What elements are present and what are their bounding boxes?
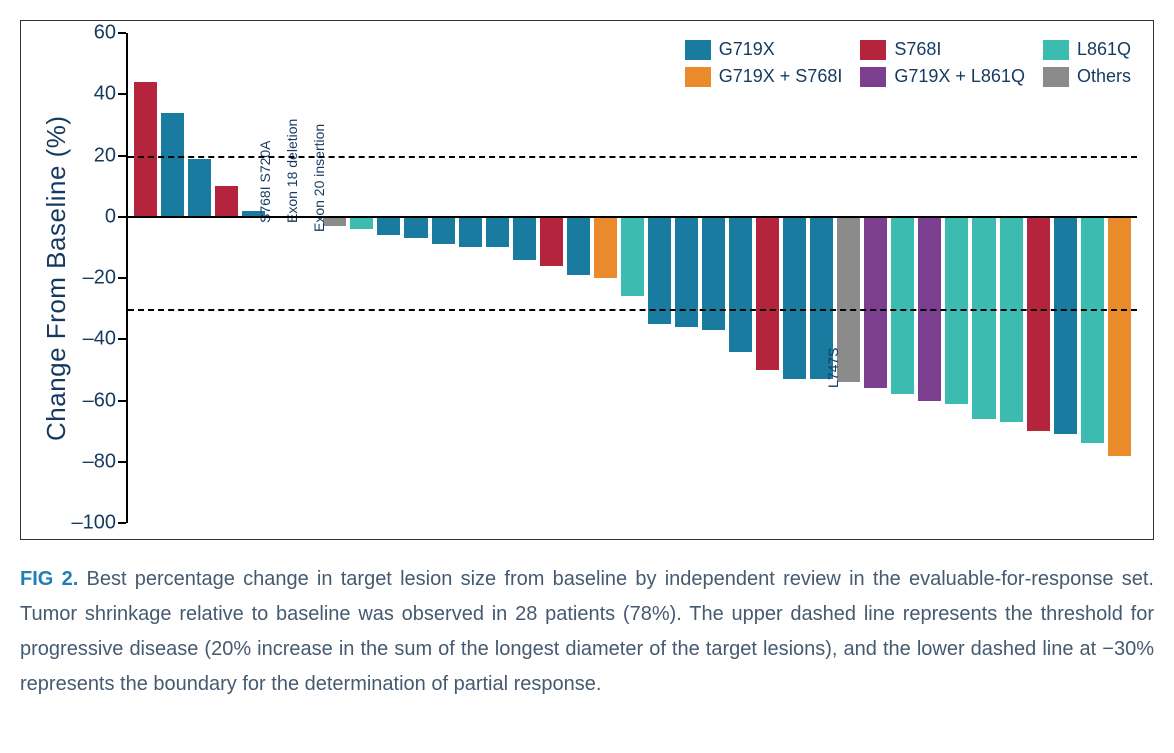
bar-slot bbox=[729, 33, 752, 523]
waterfall-bar bbox=[459, 217, 482, 248]
y-tick-mark bbox=[118, 277, 126, 279]
bar-slot bbox=[1081, 33, 1104, 523]
bar-annotation: S768I S720A bbox=[257, 140, 273, 223]
bar-slot bbox=[594, 33, 617, 523]
waterfall-bar bbox=[702, 217, 725, 330]
y-tick-label: –20 bbox=[66, 267, 116, 290]
bar-slot bbox=[432, 33, 455, 523]
zero-line bbox=[128, 216, 1137, 218]
y-tick-mark bbox=[118, 400, 126, 402]
bar-slot bbox=[404, 33, 427, 523]
bar-slot bbox=[567, 33, 590, 523]
waterfall-bar bbox=[1108, 217, 1131, 456]
waterfall-bar bbox=[1054, 217, 1077, 434]
bar-slot bbox=[134, 33, 157, 523]
bar-slot: L747S bbox=[837, 33, 860, 523]
waterfall-bar bbox=[972, 217, 995, 419]
bar-slot bbox=[1054, 33, 1077, 523]
bar-slot bbox=[675, 33, 698, 523]
y-axis-ticks: 6040200–20–40–60–80–100 bbox=[72, 33, 126, 523]
bar-slot bbox=[621, 33, 644, 523]
bar-slot bbox=[161, 33, 184, 523]
bar-slot bbox=[540, 33, 563, 523]
waterfall-bar bbox=[486, 217, 509, 248]
figure-container: Change From Baseline (%) 6040200–20–40–6… bbox=[20, 20, 1154, 702]
bar-slot bbox=[945, 33, 968, 523]
waterfall-bar bbox=[188, 159, 211, 217]
bar-slot bbox=[486, 33, 509, 523]
bar-slot bbox=[242, 33, 265, 523]
waterfall-bar bbox=[134, 82, 157, 217]
waterfall-bar bbox=[864, 217, 887, 389]
y-tick-mark bbox=[118, 338, 126, 340]
plot-area: G719XS768IL861QG719X + S768IG719X + L861… bbox=[126, 33, 1137, 523]
bar-slot bbox=[1000, 33, 1023, 523]
y-tick-label: –40 bbox=[66, 328, 116, 351]
y-tick-mark bbox=[118, 155, 126, 157]
bars-container: S768I S720AExon 18 deletionExon 20 inser… bbox=[134, 33, 1131, 523]
y-tick-label: 40 bbox=[66, 83, 116, 106]
bar-slot bbox=[1027, 33, 1050, 523]
bar-slot: S768I S720A bbox=[269, 33, 292, 523]
waterfall-bar bbox=[783, 217, 806, 379]
bar-slot: Exon 18 deletion bbox=[296, 33, 319, 523]
waterfall-bar bbox=[756, 217, 779, 370]
bar-annotation: Exon 18 deletion bbox=[284, 118, 300, 222]
bar-slot bbox=[648, 33, 671, 523]
y-tick-mark bbox=[118, 93, 126, 95]
y-tick-mark bbox=[118, 216, 126, 218]
bar-slot bbox=[188, 33, 211, 523]
y-tick-label: –100 bbox=[66, 512, 116, 535]
y-tick-mark bbox=[118, 461, 126, 463]
waterfall-bar bbox=[377, 217, 400, 235]
y-tick-mark bbox=[118, 32, 126, 34]
figure-label: FIG 2. bbox=[20, 568, 78, 590]
bar-slot bbox=[215, 33, 238, 523]
bar-slot bbox=[702, 33, 725, 523]
waterfall-bar bbox=[621, 217, 644, 297]
chart-inner: Change From Baseline (%) 6040200–20–40–6… bbox=[37, 33, 1137, 523]
y-tick-label: 20 bbox=[66, 144, 116, 167]
bar-slot bbox=[513, 33, 536, 523]
waterfall-bar bbox=[513, 217, 536, 260]
bar-slot bbox=[891, 33, 914, 523]
y-tick-mark bbox=[118, 522, 126, 524]
waterfall-bar bbox=[161, 113, 184, 217]
y-tick-label: 0 bbox=[66, 205, 116, 228]
bar-slot bbox=[1108, 33, 1131, 523]
bar-slot bbox=[377, 33, 400, 523]
bar-slot: Exon 20 insertion bbox=[323, 33, 346, 523]
waterfall-bar bbox=[567, 217, 590, 275]
chart-frame: Change From Baseline (%) 6040200–20–40–6… bbox=[20, 20, 1154, 540]
figure-caption-text: Best percentage change in target lesion … bbox=[20, 568, 1154, 695]
bar-slot bbox=[459, 33, 482, 523]
bar-slot bbox=[918, 33, 941, 523]
reference-line bbox=[128, 156, 1137, 158]
waterfall-bar bbox=[729, 217, 752, 352]
bar-annotation: L747S bbox=[825, 348, 841, 388]
waterfall-bar bbox=[594, 217, 617, 278]
figure-caption: FIG 2. Best percentage change in target … bbox=[20, 562, 1154, 702]
waterfall-bar bbox=[404, 217, 427, 238]
waterfall-bar bbox=[1027, 217, 1050, 431]
reference-line bbox=[128, 309, 1137, 311]
waterfall-bar bbox=[891, 217, 914, 395]
bar-slot bbox=[350, 33, 373, 523]
bar-slot bbox=[972, 33, 995, 523]
waterfall-bar bbox=[215, 186, 238, 217]
waterfall-bar bbox=[1081, 217, 1104, 444]
waterfall-bar bbox=[350, 217, 373, 229]
waterfall-bar bbox=[1000, 217, 1023, 422]
y-tick-label: 60 bbox=[66, 22, 116, 45]
bar-slot bbox=[864, 33, 887, 523]
y-tick-label: –60 bbox=[66, 389, 116, 412]
y-tick-label: –80 bbox=[66, 450, 116, 473]
waterfall-bar bbox=[540, 217, 563, 266]
bar-slot bbox=[783, 33, 806, 523]
bar-slot bbox=[810, 33, 833, 523]
waterfall-bar bbox=[432, 217, 455, 245]
bar-slot bbox=[756, 33, 779, 523]
